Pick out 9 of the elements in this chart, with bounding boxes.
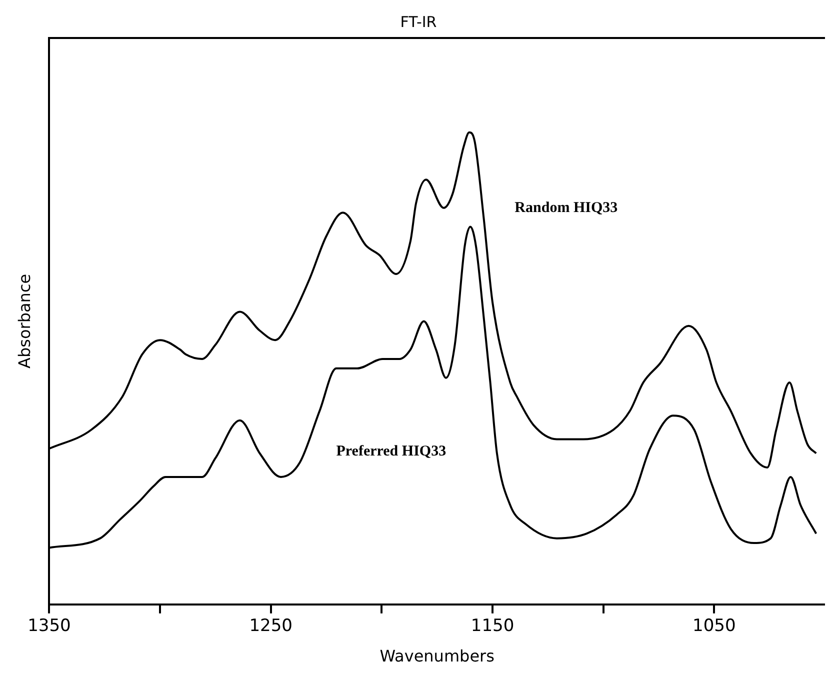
series-label: Preferred HIQ33 xyxy=(336,443,446,460)
y-axis-title: Absorbance xyxy=(14,274,34,368)
chart-title: FT-IR xyxy=(400,12,437,31)
x-tick-label: 1250 xyxy=(249,616,292,636)
x-tick-label: 1150 xyxy=(470,616,514,636)
text: Random HIQ33 xyxy=(514,200,618,216)
x-axis-title: Wavenumbers xyxy=(380,646,494,666)
x-tick-label: 1350 xyxy=(28,616,71,636)
x-tick-label: 1050 xyxy=(692,616,736,636)
